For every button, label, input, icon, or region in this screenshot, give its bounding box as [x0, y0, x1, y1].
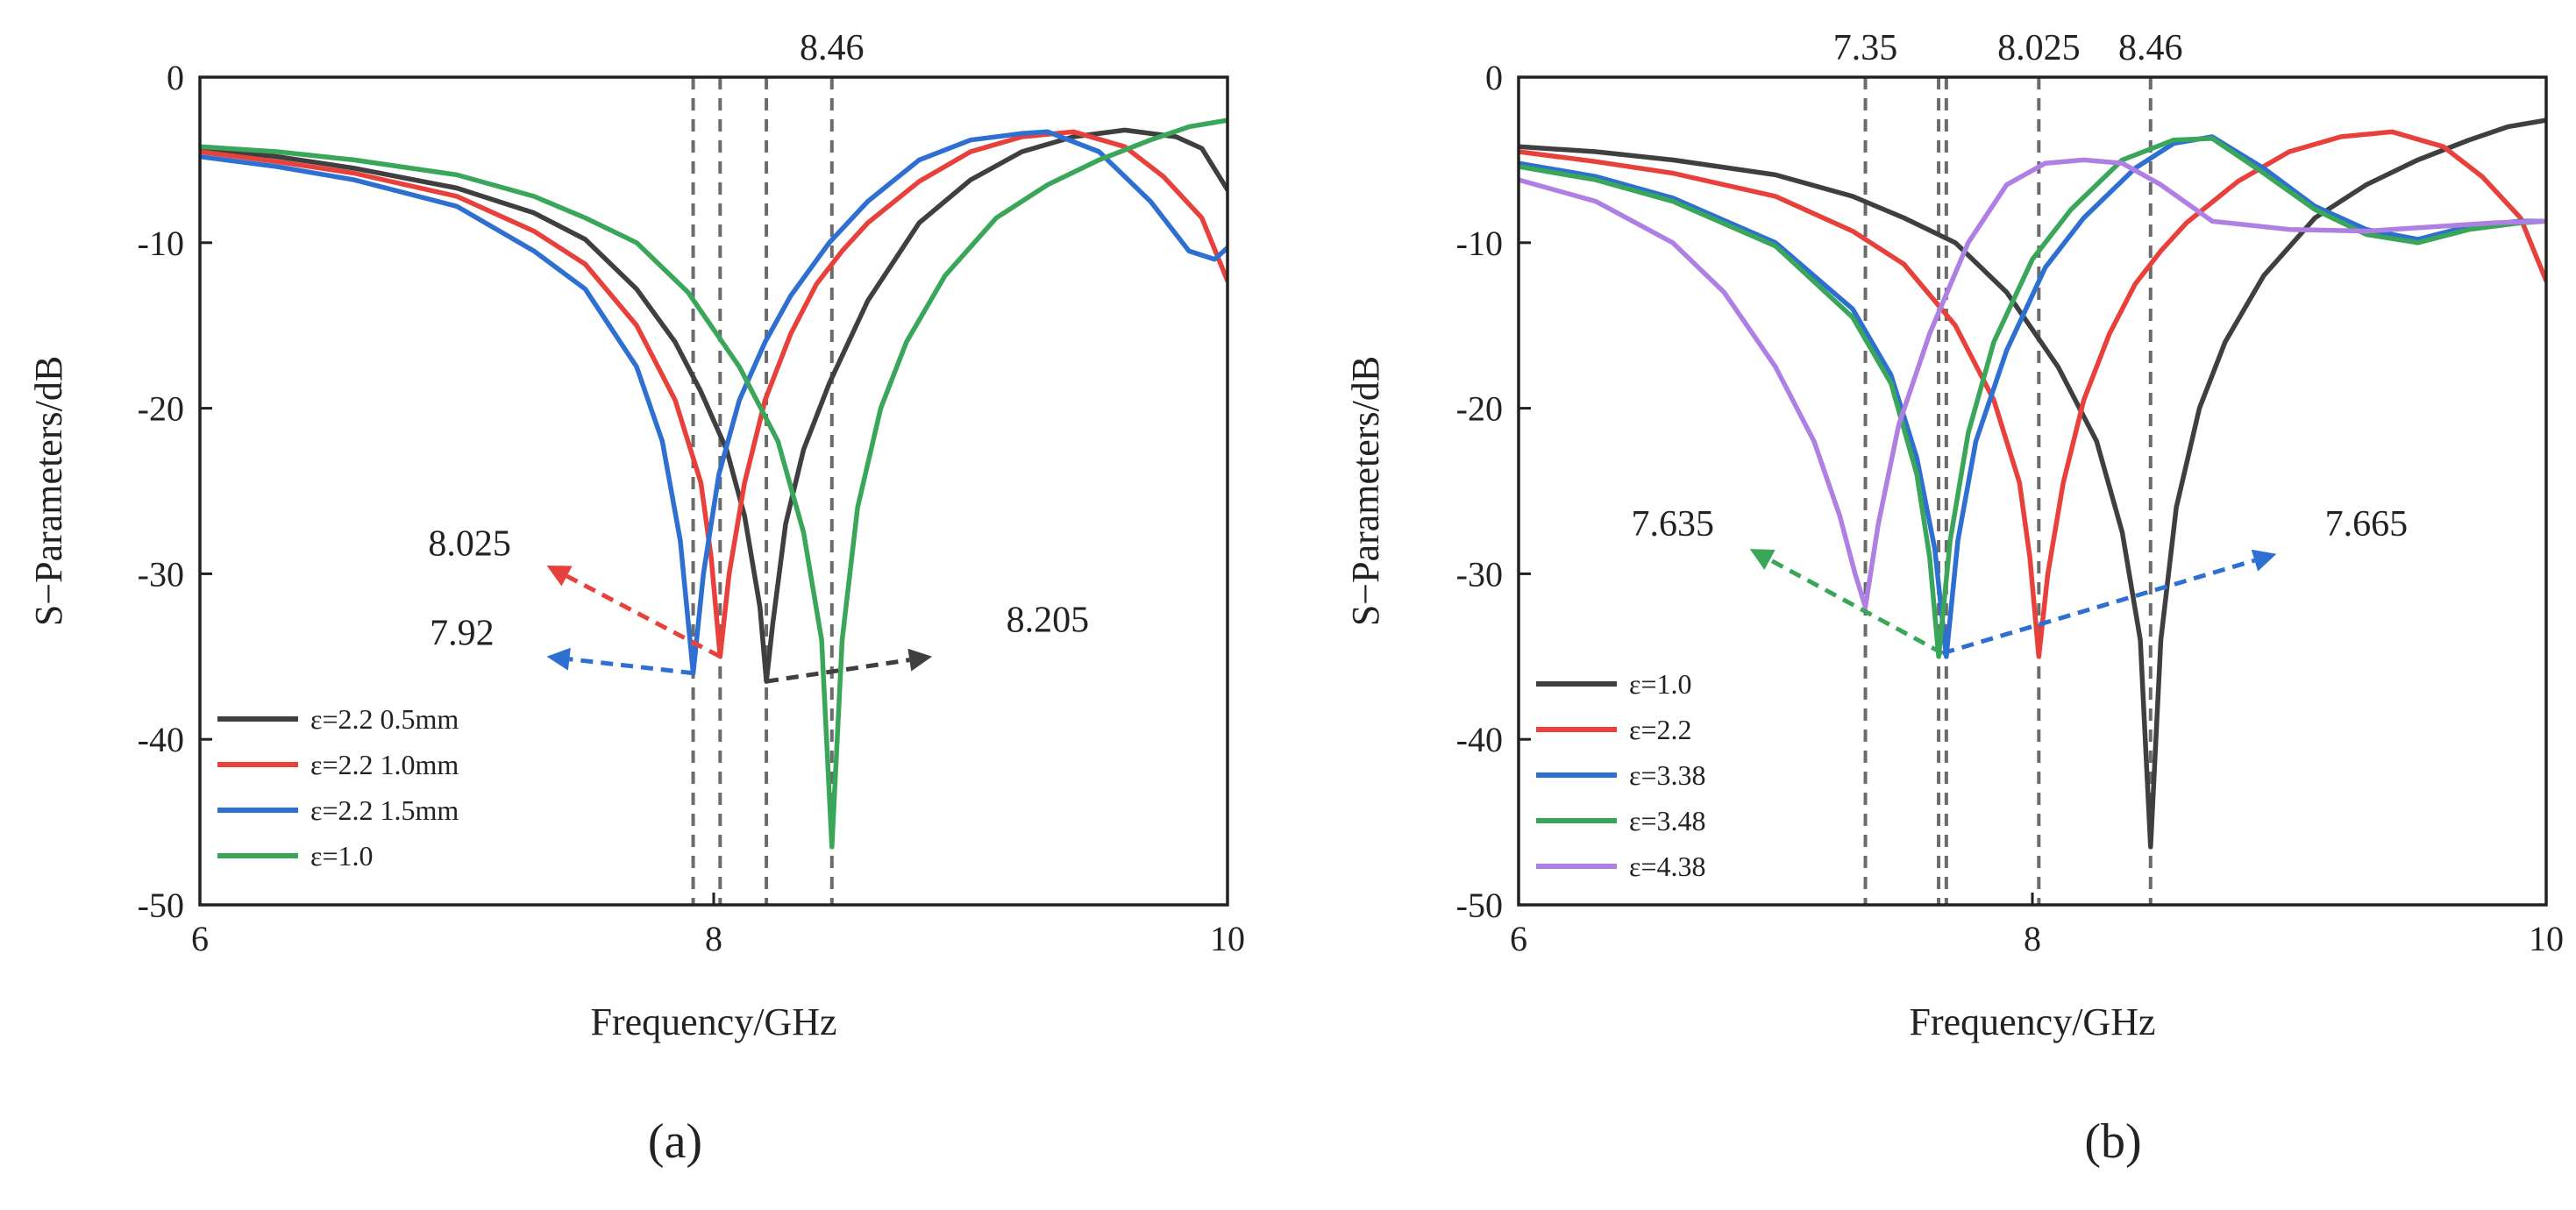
y-tick-label: -10 [138, 224, 184, 263]
y-axis-title: S−Parameters/dB [27, 356, 70, 626]
legend-label: ε=3.48 [1629, 805, 1705, 836]
y-tick-label: 0 [167, 58, 184, 97]
x-tick-label: 6 [1510, 919, 1527, 958]
series-group [200, 117, 1228, 850]
series-line [1519, 157, 2546, 609]
x-tick-label: 6 [191, 919, 209, 958]
y-tick-label: -30 [1456, 554, 1503, 594]
panel-caption-b: (b) [2084, 1114, 2141, 1169]
top-marker-label: 8.025 [1997, 28, 2081, 68]
y-tick-label: 0 [1485, 58, 1503, 97]
top-marker-label: 7.35 [1833, 28, 1898, 68]
chart-panel-a: 8.025 7.92 8.205 0 -10 -20 -30 -40 -506 8 10 Freque… [27, 28, 1245, 1043]
x-tick-label: 8 [2024, 919, 2041, 958]
legend: ε=2.2 0.5mm ε=2.2 1.0mm ε=2.2 1.5mm ε=1.0 [217, 703, 459, 872]
annotation-arrowhead [2251, 549, 2277, 572]
annotation-label: 7.635 [1632, 504, 1715, 544]
annotation-label: 7.92 [430, 614, 495, 654]
series-line [1519, 129, 2546, 659]
x-tick-label: 10 [2529, 919, 2564, 958]
annotation-arrow-line [1941, 558, 2256, 656]
series-group [1519, 117, 2546, 850]
y-tick-label: -40 [1456, 720, 1503, 759]
annotation-label: 8.025 [428, 524, 511, 565]
legend-label: ε=2.2 1.0mm [310, 749, 459, 780]
plot-frame [198, 75, 1229, 907]
x-tick-label: 8 [705, 919, 722, 958]
series-line [1519, 117, 2546, 850]
legend-label: ε=2.2 [1629, 714, 1691, 745]
y-tick-label: -50 [1456, 886, 1503, 925]
top-marker-label: 8.46 [800, 28, 865, 68]
legend-label: ε=3.38 [1629, 759, 1705, 791]
x-axis-title: Frequency/GHz [1909, 1000, 2155, 1043]
annotation-arrow-line [765, 658, 910, 684]
y-tick-label: -40 [138, 720, 184, 759]
y-tick-label: -20 [1456, 389, 1503, 429]
top-marker-label: 8.46 [2118, 28, 2183, 68]
legend-label: ε=1.0 [1629, 668, 1691, 700]
series-line [200, 129, 1228, 659]
series-line [1519, 136, 2546, 659]
series-line [200, 129, 1228, 676]
annotation-label: 7.665 [2325, 504, 2409, 544]
x-tick-label: 10 [1210, 919, 1245, 958]
series-line [200, 117, 1228, 850]
y-tick-label: -30 [138, 554, 184, 594]
annotation-arrowhead [1749, 549, 1775, 570]
x-axis-title: Frequency/GHz [590, 1000, 836, 1043]
annotation-label: 8.205 [1007, 600, 1090, 640]
annotation-arrow-line [569, 657, 694, 676]
legend-label: ε=2.2 1.5mm [310, 794, 459, 826]
panel-caption-a: (a) [648, 1114, 702, 1169]
y-axis-title: S−Parameters/dB [1344, 356, 1387, 626]
y-tick-label: -10 [1456, 224, 1503, 263]
legend: ε=1.0 ε=2.2 ε=3.38 ε=3.48 ε=4.38 [1536, 668, 1705, 882]
y-tick-label: -50 [138, 886, 184, 925]
annotation-arrowhead [907, 648, 933, 672]
annotation-arrow-line [1768, 558, 1944, 656]
annotation-arrow-line [566, 573, 722, 659]
legend-label: ε=1.0 [310, 840, 373, 872]
annotation-arrowhead [546, 647, 571, 671]
legend-label: ε=4.38 [1629, 851, 1705, 882]
chart-panel-b: 7.635 7.665 0 -10 -20 -30 -40 -506 8 10 Frequency/… [1344, 28, 2564, 1043]
y-tick-label: -20 [138, 389, 184, 429]
legend-label: ε=2.2 0.5mm [310, 703, 459, 735]
annotation-arrowhead [546, 565, 573, 587]
